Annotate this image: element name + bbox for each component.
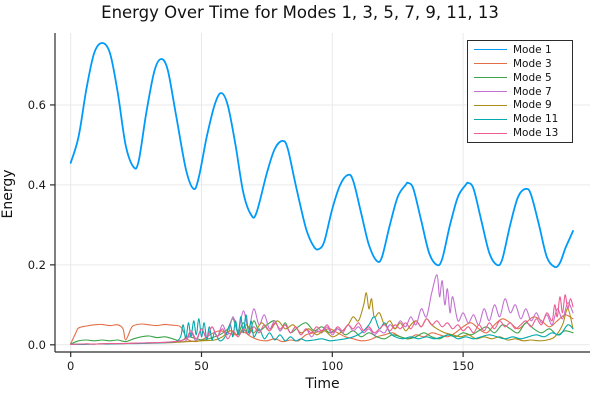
- series-line-mode-9: [70, 292, 574, 345]
- legend-item: Mode 9: [474, 98, 568, 112]
- y-tick-label: 0.6: [28, 98, 46, 112]
- legend-label: Mode 7: [513, 85, 552, 98]
- series-line-mode-13: [70, 294, 574, 345]
- legend-line-swatch: [474, 77, 507, 79]
- legend-line-swatch: [474, 118, 507, 120]
- y-tick-label: 0.4: [28, 178, 46, 192]
- legend-item: Mode 7: [474, 85, 568, 99]
- y-tick-label: 0.0: [28, 338, 46, 352]
- legend-label: Mode 9: [513, 99, 552, 112]
- legend-label: Mode 1: [513, 43, 552, 56]
- legend-item: Mode 11: [474, 112, 568, 126]
- x-tick-label: 100: [321, 359, 343, 373]
- legend-item: Mode 1: [474, 43, 568, 57]
- series-line-mode-11: [70, 314, 574, 345]
- legend-label: Mode 3: [513, 57, 552, 70]
- legend-line-swatch: [474, 49, 507, 51]
- series-line-mode-1: [69, 42, 574, 269]
- series-line-mode-7: [70, 274, 574, 345]
- legend: Mode 1 Mode 3 Mode 5 Mode 7 Mode 9 Mode 11 Mod…: [467, 40, 573, 143]
- legend-line-swatch: [474, 132, 507, 134]
- chart-title: Energy Over Time for Modes 1, 3, 5, 7, 9…: [101, 3, 499, 22]
- legend-item: Mode 13: [474, 126, 568, 140]
- y-tick-label: 0.2: [28, 258, 46, 272]
- x-axis-label: Time: [305, 376, 340, 392]
- legend-line-swatch: [474, 63, 507, 65]
- series-line-mode-3: [70, 314, 574, 345]
- legend-line-swatch: [474, 104, 507, 106]
- series-line-mode-5: [70, 318, 574, 345]
- legend-line-swatch: [474, 91, 507, 92]
- x-tick-label: 150: [452, 359, 474, 373]
- x-tick-label: 0: [67, 359, 74, 373]
- legend-label: Mode 13: [513, 127, 559, 140]
- x-tick-label: 50: [194, 359, 209, 373]
- legend-label: Mode 11: [513, 113, 559, 126]
- legend-item: Mode 3: [474, 57, 568, 71]
- legend-item: Mode 5: [474, 71, 568, 85]
- legend-label: Mode 5: [513, 71, 552, 84]
